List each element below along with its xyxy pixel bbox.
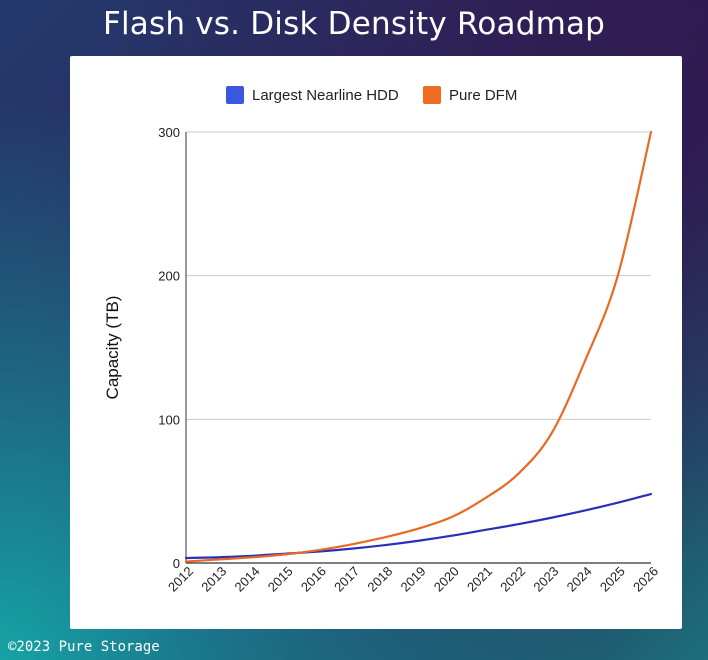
- x-tick-label: 2021: [464, 564, 495, 595]
- x-tick-label: 2025: [597, 564, 628, 595]
- chart-panel: 0 100 200 300 Capacity (TB) 2012 2013 2014 2015 2…: [70, 56, 682, 629]
- x-tick-label: 2017: [331, 564, 362, 595]
- legend-label-hdd: Largest Nearline HDD: [252, 87, 399, 104]
- page-title: Flash vs. Disk Density Roadmap: [102, 6, 606, 42]
- series-line-hdd: [184, 492, 653, 560]
- x-tick-label: 2023: [530, 564, 561, 595]
- y-tick-label: 0: [173, 556, 180, 571]
- x-tick-label: 2022: [497, 564, 528, 595]
- x-tick-label: 2012: [165, 564, 196, 595]
- x-tick-label: 2020: [431, 564, 462, 595]
- x-tick-label: 2013: [198, 564, 229, 595]
- x-tick-label: 2016: [298, 564, 329, 595]
- x-tick-label: 2024: [564, 564, 595, 595]
- series-line-dfm: [184, 130, 653, 563]
- legend-swatch-hdd: [226, 86, 244, 104]
- x-tick-label: 2026: [630, 564, 661, 595]
- x-tick-label: 2015: [265, 564, 296, 595]
- legend-label-dfm: Pure DFM: [449, 87, 517, 104]
- x-tick-label: 2018: [364, 564, 395, 595]
- legend-swatch-dfm: [423, 86, 441, 104]
- copyright-text: ©2023 Pure Storage: [8, 639, 160, 655]
- x-tick-label: 2019: [398, 564, 429, 595]
- y-tick-label: 100: [158, 412, 180, 427]
- y-tick-label: 200: [158, 269, 180, 284]
- y-tick-label: 300: [158, 125, 180, 140]
- y-axis-title: Capacity (TB): [103, 296, 122, 400]
- x-tick-label: 2014: [231, 564, 262, 595]
